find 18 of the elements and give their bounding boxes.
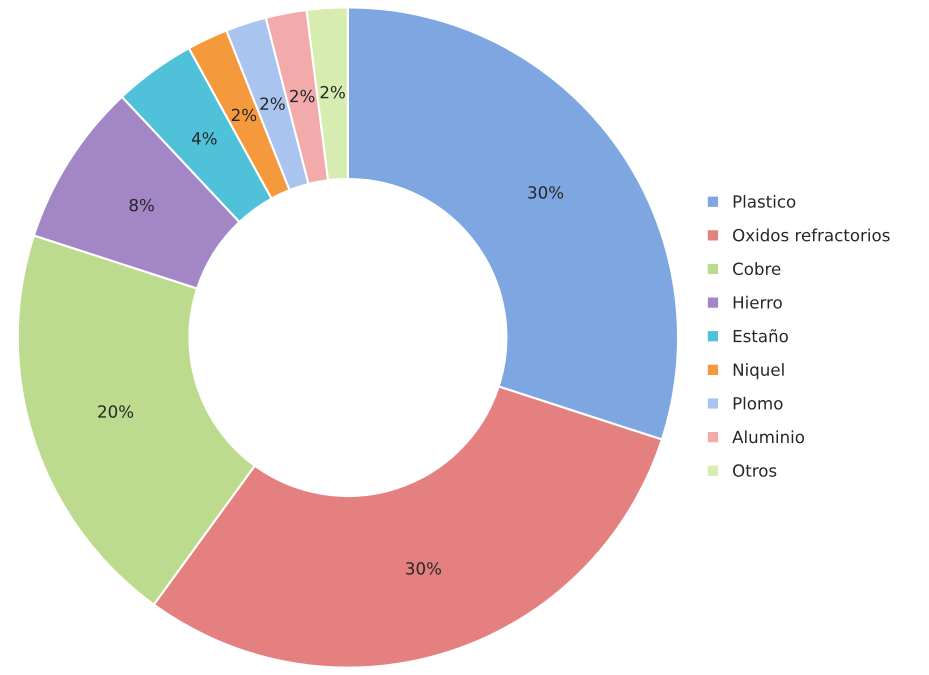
legend-label: Plastico <box>734 194 796 208</box>
data-label: 2% <box>290 90 314 102</box>
legend-label: Plomo <box>734 396 783 410</box>
data-label: 8% <box>130 198 154 212</box>
data-label: 30% <box>528 186 564 199</box>
legend-label: Cobre <box>733 262 780 276</box>
legend-label: Hierro <box>734 296 782 309</box>
data-label: 2% <box>320 86 345 98</box>
data-label: 2% <box>260 97 285 110</box>
legend-label: Oxidos refractorios <box>733 228 890 242</box>
data-label: 4% <box>192 132 217 145</box>
legend-label: Estaño <box>734 329 788 342</box>
legend-label: Otros <box>733 464 776 477</box>
data-label: 2% <box>232 108 256 122</box>
data-label: 20% <box>98 405 134 418</box>
legend-label: Niquel <box>734 363 784 380</box>
legend-label: Aluminio <box>732 430 804 444</box>
data-label: 30% <box>406 562 442 575</box>
